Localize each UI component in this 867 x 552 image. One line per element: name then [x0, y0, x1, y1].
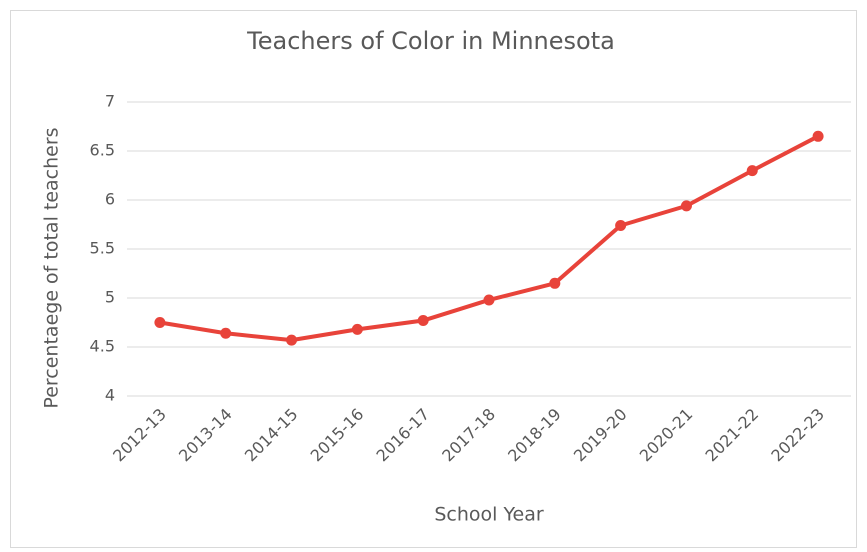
data-point [220, 327, 232, 339]
data-point [417, 315, 429, 327]
x-axis-title: School Year [434, 504, 544, 526]
data-point [615, 219, 627, 231]
data-point [286, 334, 298, 346]
y-axis-title: Percentaege of total teachers [41, 127, 63, 408]
y-tick-label: 6.5 [90, 141, 115, 160]
chart-frame [10, 10, 857, 548]
data-point [680, 200, 692, 212]
data-point [812, 130, 824, 142]
data-point [154, 317, 166, 328]
y-tick-label: 5 [105, 288, 115, 307]
data-point [351, 323, 363, 335]
y-tick-label: 4.5 [90, 337, 115, 356]
y-tick-label: 4 [105, 386, 115, 405]
y-tick-label: 7 [105, 92, 115, 111]
y-tick-label: 6 [105, 190, 115, 209]
data-point [483, 294, 495, 306]
y-tick-label: 5.5 [90, 239, 115, 258]
data-point [746, 165, 758, 177]
data-point [549, 277, 561, 289]
chart-title: Teachers of Color in Minnesota [246, 27, 615, 55]
